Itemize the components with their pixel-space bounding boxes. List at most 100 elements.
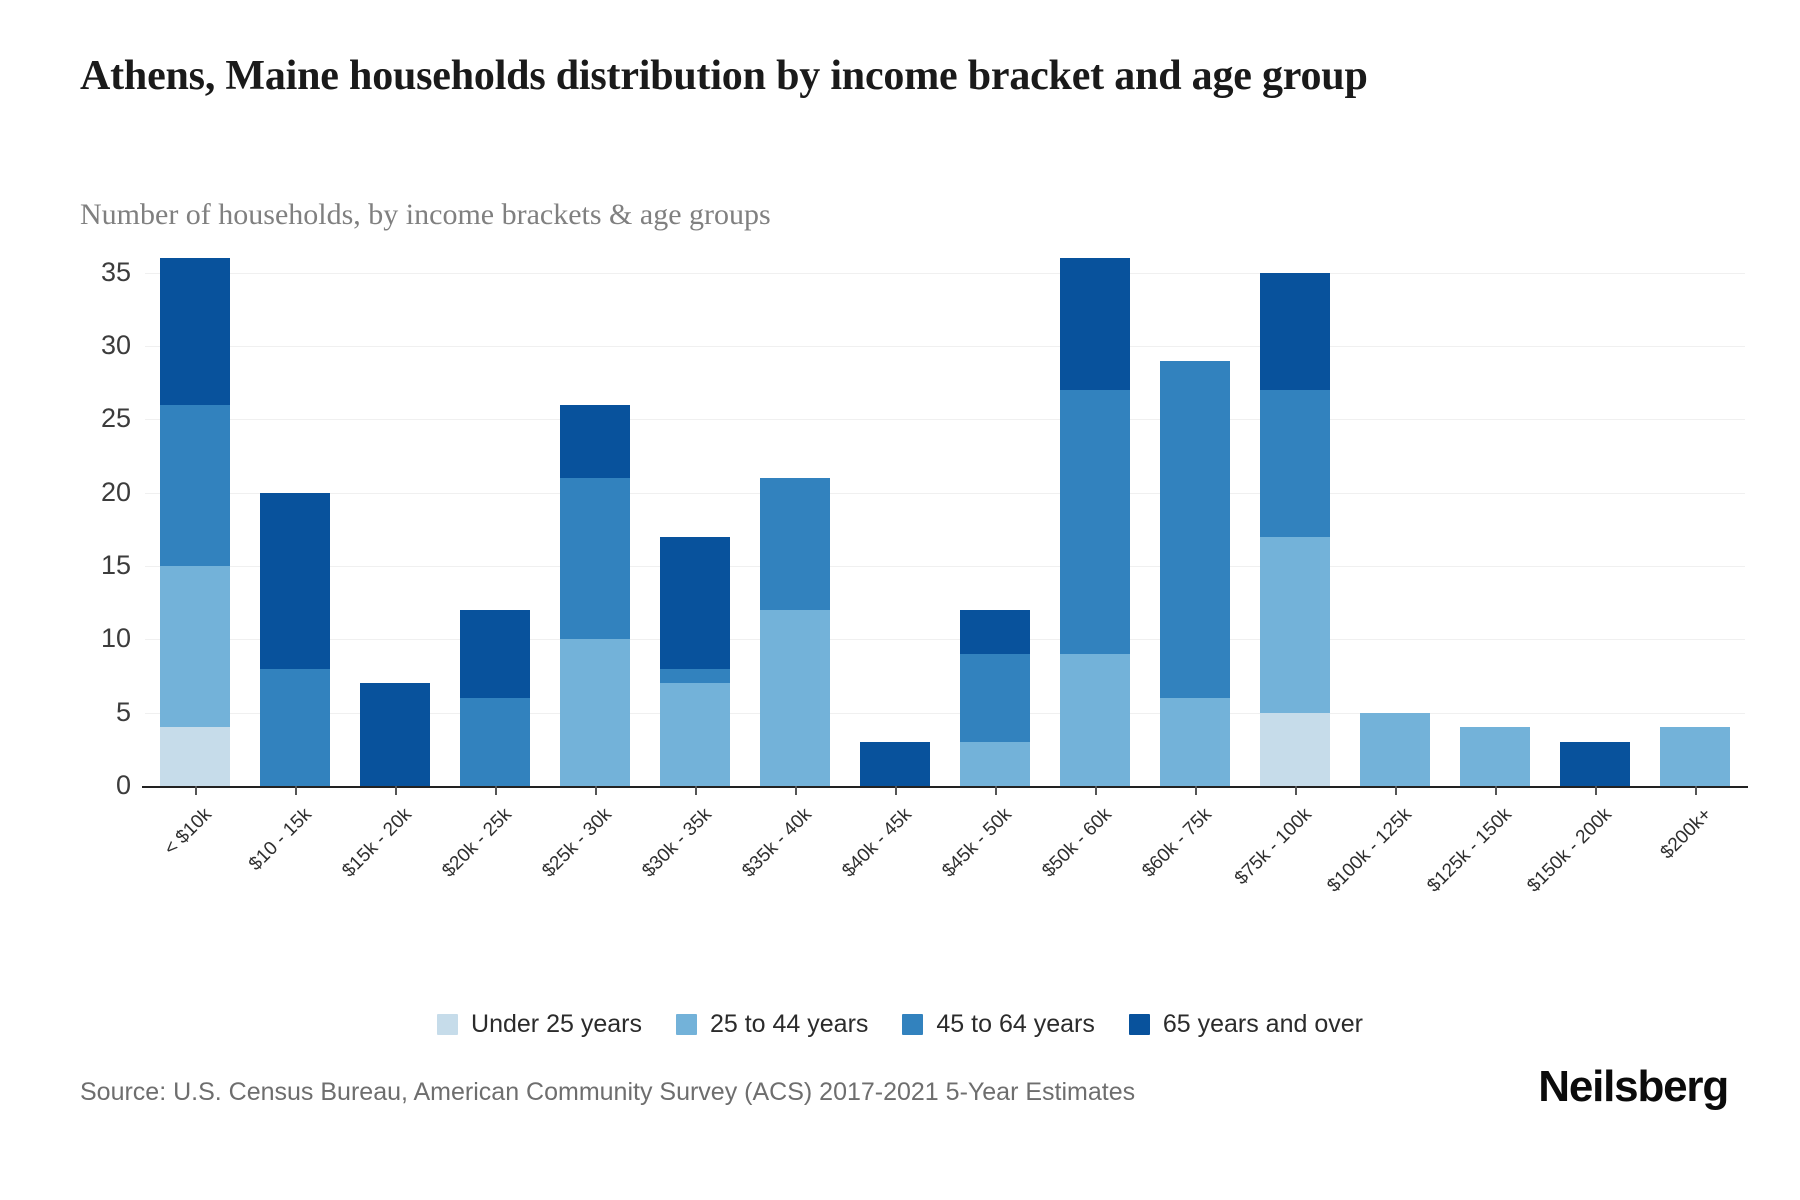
bar-segment[interactable] (260, 668, 330, 786)
x-tick-label: $150k - 200k (1523, 804, 1616, 897)
y-tick-label: 0 (115, 770, 131, 800)
bar-segment[interactable] (560, 404, 630, 478)
legend-swatch-icon (675, 1014, 697, 1035)
bar-segment[interactable] (1260, 272, 1330, 390)
x-tickmark (395, 786, 397, 795)
bar-segment[interactable] (860, 742, 930, 786)
legend-label: 45 to 64 years (936, 1010, 1095, 1038)
x-tick-label: $125k - 150k (1423, 804, 1516, 897)
bar-stack[interactable] (960, 258, 1030, 786)
y-tick-label: 20 (100, 476, 131, 507)
bar-segment[interactable] (460, 610, 530, 698)
bar-segment[interactable] (960, 742, 1030, 786)
gridline (145, 566, 1745, 567)
bar-stack[interactable] (1160, 258, 1230, 786)
legend-item[interactable]: Under 25 years (437, 1010, 642, 1039)
bar-segment[interactable] (1260, 712, 1330, 786)
x-tickmark (1195, 786, 1197, 795)
x-tickmark (695, 786, 697, 795)
page-subtitle: Number of households, by income brackets… (80, 198, 771, 231)
x-tick-label: $20k - 25k (438, 804, 516, 882)
x-tick-label: $60k - 75k (1138, 804, 1216, 882)
x-tick-label: $45k - 50k (938, 804, 1016, 882)
y-tick-label: 15 (100, 550, 131, 580)
bar-segment[interactable] (1260, 536, 1330, 713)
x-tickmark (1095, 786, 1097, 795)
gridline (145, 639, 1745, 641)
x-axis-line (142, 786, 1748, 788)
bar-segment[interactable] (960, 654, 1030, 742)
bar-segment[interactable] (1460, 727, 1530, 786)
legend-item[interactable]: 45 to 64 years (902, 1010, 1095, 1039)
bar-stack[interactable] (1360, 258, 1430, 786)
x-tick-label: $200k+ (1656, 804, 1716, 864)
bar-segment[interactable] (460, 698, 530, 786)
bar-stack[interactable] (1460, 258, 1530, 786)
x-tick-label: $35k - 40k (738, 804, 816, 882)
bar-stack[interactable] (660, 258, 730, 786)
bar-segment[interactable] (1060, 258, 1130, 390)
bar-segment[interactable] (660, 683, 730, 786)
bar-stack[interactable] (360, 258, 430, 786)
x-tick-label: $25k - 30k (538, 804, 616, 882)
bar-segment[interactable] (1060, 654, 1130, 786)
bar-segment[interactable] (1060, 390, 1130, 654)
gridline (145, 346, 1745, 347)
x-tickmark (895, 786, 897, 795)
bar-stack[interactable] (160, 258, 230, 786)
x-tick-label: $10 - 15k (244, 804, 316, 875)
bar-segment[interactable] (1160, 698, 1230, 786)
x-tick-label: $15k - 20k (338, 804, 416, 882)
bar-segment[interactable] (660, 668, 730, 684)
gridline (145, 492, 1745, 494)
x-tickmark (495, 786, 497, 795)
bar-stack[interactable] (860, 258, 930, 786)
y-tick-label: 5 (115, 696, 131, 727)
bar-segment[interactable] (160, 404, 230, 566)
x-tickmark (195, 786, 197, 795)
bar-segment[interactable] (160, 258, 230, 405)
x-tickmark (1595, 786, 1597, 795)
bar-segment[interactable] (560, 478, 630, 640)
y-tick-label: 35 (100, 256, 131, 287)
bar-stack[interactable] (1560, 258, 1630, 786)
bar-segment[interactable] (260, 492, 330, 669)
legend-item[interactable]: 65 years and over (1128, 1010, 1363, 1039)
bar-stack[interactable] (460, 258, 530, 786)
bar-segment[interactable] (1560, 742, 1630, 786)
gridline (145, 419, 1745, 421)
bar-stack[interactable] (560, 258, 630, 786)
bar-segment[interactable] (160, 727, 230, 786)
bar-stack[interactable] (1260, 258, 1330, 786)
bar-segment[interactable] (760, 610, 830, 786)
bar-segment[interactable] (560, 639, 630, 786)
legend-label: 25 to 44 years (709, 1010, 869, 1038)
y-tick-label: 30 (100, 330, 131, 360)
bar-stack[interactable] (1660, 258, 1730, 786)
x-tickmark (1495, 786, 1497, 795)
legend-swatch-icon (902, 1014, 924, 1035)
bar-segment[interactable] (1360, 712, 1430, 786)
bar-stack[interactable] (760, 258, 830, 786)
bar-segment[interactable] (160, 566, 230, 728)
x-tickmark (795, 786, 797, 795)
bar-segment[interactable] (1260, 390, 1330, 537)
x-tick-label: < $10k (160, 804, 216, 860)
legend-item[interactable]: 25 to 44 years (675, 1010, 869, 1039)
chart-legend: Under 25 years 25 to 44 years 45 to 64 yea… (0, 1010, 1800, 1039)
bar-segment[interactable] (660, 536, 730, 669)
bar-segment[interactable] (760, 478, 830, 610)
y-tick-label: 10 (100, 623, 131, 654)
x-tick-label: $100k - 125k (1323, 804, 1416, 897)
bar-stack[interactable] (260, 258, 330, 786)
bar-segment[interactable] (1660, 727, 1730, 786)
x-tick-label: $75k - 100k (1230, 804, 1316, 890)
x-tick-label: $40k - 45k (838, 804, 916, 882)
bar-segment[interactable] (1160, 360, 1230, 698)
legend-swatch-icon (1128, 1014, 1150, 1035)
bar-stack[interactable] (1060, 258, 1130, 786)
bar-segment[interactable] (960, 610, 1030, 654)
bar-segment[interactable] (360, 683, 430, 786)
x-tickmark (995, 786, 997, 795)
